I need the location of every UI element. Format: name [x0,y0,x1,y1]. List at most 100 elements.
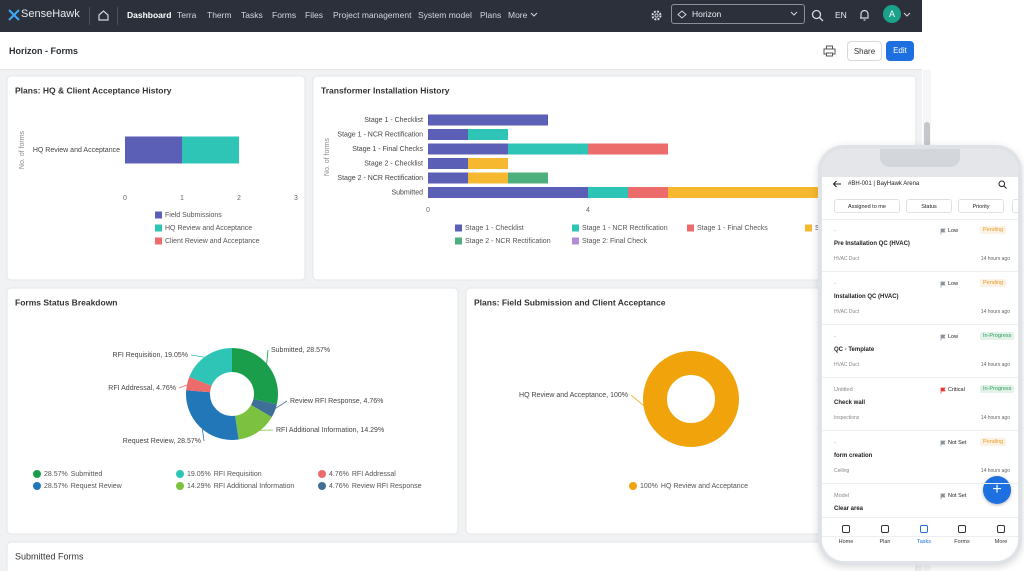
slice-label: Submitted, 28.57% [271,347,330,354]
filter[interactable]: Status [906,199,952,213]
legend-swatch [455,238,462,245]
legend-value: 4.76% [329,471,349,478]
nav-item[interactable]: Forms [272,10,296,20]
legend-swatch [155,212,162,219]
legend-category: RFI Requisition [214,471,262,478]
share-button[interactable]: Share [847,41,882,61]
task-group: Untitled [834,387,853,393]
priority-flag [940,387,946,394]
scrollbar-thumb[interactable] [924,122,930,146]
project-selector[interactable]: Horizon [671,4,805,24]
bar-segment [428,187,588,198]
bar-segment [468,129,508,140]
tab-label[interactable]: Tasks [912,539,936,545]
bar-segment [125,137,182,164]
task-item[interactable]: -Not SetPendingform creationCeiling14 ho… [822,431,1018,484]
legend-label: 19.05%RFI Requisition [187,471,262,478]
home-icon[interactable] [97,9,110,22]
legend-label: 4.76%Review RFI Response [329,483,422,490]
nav-item[interactable]: Terra [177,10,196,20]
legend-swatch [455,225,462,232]
tab-icon[interactable] [920,525,928,533]
avatar[interactable]: A [883,5,901,23]
legend-label: HQ Review and Acceptance [165,225,252,232]
filter[interactable] [1012,199,1022,213]
task-time: 14 hours ago [981,468,1010,474]
task-group: Model [834,493,849,499]
tab-icon[interactable] [958,525,966,533]
task-location: HVAC Duct [834,362,859,368]
nav-item[interactable]: Dashboard [127,10,171,20]
filter[interactable]: Assigned to me [834,199,900,213]
task-priority: Low [948,228,958,234]
chevron [790,11,798,17]
tab-icon[interactable] [842,525,850,533]
task-group: - [834,228,836,234]
edit-button[interactable]: Edit [886,41,914,61]
task-group: - [834,281,836,287]
project-icon [677,10,687,19]
bar-segment [508,144,588,155]
task-item[interactable]: -LowPendingInstallation QC (HVAC)HVAC Du… [822,272,1018,325]
nav-item[interactable]: Files [305,10,323,20]
task-priority: Low [948,281,958,287]
language[interactable]: EN [835,10,847,20]
task-location: Ceiling [834,468,849,474]
task-status: In-Progress [980,332,1014,340]
notification-icon[interactable] [858,8,871,22]
tab-label[interactable]: More [989,539,1013,545]
page-title: Horizon - Forms [9,46,78,56]
bar-segment [428,144,508,155]
task-item[interactable]: -LowPendingPre Installation QC (HVAC)HVA… [822,219,1018,272]
nav-item[interactable]: More [508,10,527,20]
y-tick-label: Submitted [391,189,423,196]
task-item[interactable]: -LowIn-ProgressQC - TemplateHVAC Duct14 … [822,325,1018,378]
bar-segment [588,187,628,198]
back-icon[interactable] [832,180,842,188]
task-title: Installation QC (HVAC) [834,294,899,300]
x-tick-label: 0 [123,195,127,202]
slice-label: Request Review, 28.57% [123,438,201,445]
x-tick-label: 1 [180,195,184,202]
logo[interactable]: SenseHawk [21,8,80,20]
y-tick-label: Stage 2 - NCR Rectification [337,175,423,182]
search-icon[interactable] [811,9,824,22]
chevron [903,12,911,18]
legend-category: Submitted [71,471,103,478]
slice-label: HQ Review and Acceptance, 100% [519,392,628,399]
task-title: QC - Template [834,347,874,353]
separator [89,7,90,25]
settings-icon[interactable] [650,9,663,22]
slice-label: RFI Requisition, 19.05% [113,352,188,359]
nav-item[interactable]: Project management [333,10,411,20]
tab-label[interactable]: Plan [873,539,897,545]
legend-swatch [176,482,184,490]
task-time: 14 hours ago [981,309,1010,315]
chart-title: Forms Status Breakdown [15,297,118,307]
tab-label[interactable]: Home [834,539,858,545]
task-time: 14 hours ago [981,415,1010,421]
notch [880,149,960,167]
legend-swatch [572,238,579,245]
task-item[interactable]: UntitledCriticalIn-ProgressCheck wallIns… [822,378,1018,431]
tab-icon[interactable] [997,525,1005,533]
search-icon[interactable] [998,180,1007,189]
y-tick-label: Stage 1 - Final Checks [352,146,423,153]
task-group: - [834,440,836,446]
nav-item[interactable]: Plans [480,10,501,20]
nav-item[interactable]: Tasks [241,10,263,20]
legend-category: RFI Addressal [352,471,396,478]
tab-label[interactable]: Forms [950,539,974,545]
task-title: Check wall [834,400,865,406]
tab-icon[interactable] [881,525,889,533]
legend-swatch [572,225,579,232]
print-icon[interactable] [823,45,836,57]
x-tick-label: 0 [426,207,430,214]
task-status: In-Progress [980,385,1014,393]
top-navigation: SenseHawk Horizon EN A Dashboard Terra The… [0,0,922,32]
bar-segment [508,173,548,184]
nav-item[interactable]: System model [418,10,472,20]
y-axis-label: No. of forms [19,130,26,169]
nav-item[interactable]: Therm [207,10,232,20]
filter[interactable]: Priority [958,199,1004,213]
